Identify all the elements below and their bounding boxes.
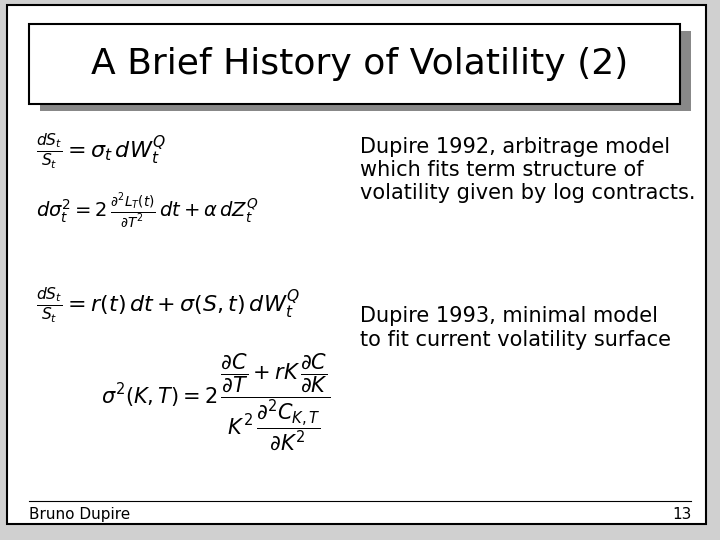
Text: $d\sigma_t^2 = 2\,\frac{\partial^2 L_T(t)}{\partial T^2}\,dt + \alpha\, dZ_t^Q$: $d\sigma_t^2 = 2\,\frac{\partial^2 L_T(t… bbox=[36, 191, 258, 230]
Text: $\frac{dS_t}{S_t} = \sigma_t\, dW_t^Q$: $\frac{dS_t}{S_t} = \sigma_t\, dW_t^Q$ bbox=[36, 131, 166, 171]
Text: Dupire 1993, minimal model: Dupire 1993, minimal model bbox=[360, 306, 658, 326]
Text: A Brief History of Volatility (2): A Brief History of Volatility (2) bbox=[91, 47, 629, 80]
FancyBboxPatch shape bbox=[29, 24, 680, 104]
Text: $\frac{dS_t}{S_t} = r(t)\,dt + \sigma(S,t)\,dW_t^Q$: $\frac{dS_t}{S_t} = r(t)\,dt + \sigma(S,… bbox=[36, 285, 300, 325]
Text: Dupire 1992, arbitrage model: Dupire 1992, arbitrage model bbox=[360, 137, 670, 157]
Text: Bruno Dupire: Bruno Dupire bbox=[29, 507, 130, 522]
FancyBboxPatch shape bbox=[7, 5, 706, 524]
FancyBboxPatch shape bbox=[40, 31, 691, 111]
Text: to fit current volatility surface: to fit current volatility surface bbox=[360, 330, 671, 350]
Text: $\sigma^2(K,T) = 2\,\dfrac{\dfrac{\partial C}{\partial T} + rK\,\dfrac{\partial : $\sigma^2(K,T) = 2\,\dfrac{\dfrac{\parti… bbox=[101, 352, 330, 453]
Text: 13: 13 bbox=[672, 507, 691, 522]
Text: volatility given by log contracts.: volatility given by log contracts. bbox=[360, 183, 696, 204]
Text: which fits term structure of: which fits term structure of bbox=[360, 160, 644, 180]
